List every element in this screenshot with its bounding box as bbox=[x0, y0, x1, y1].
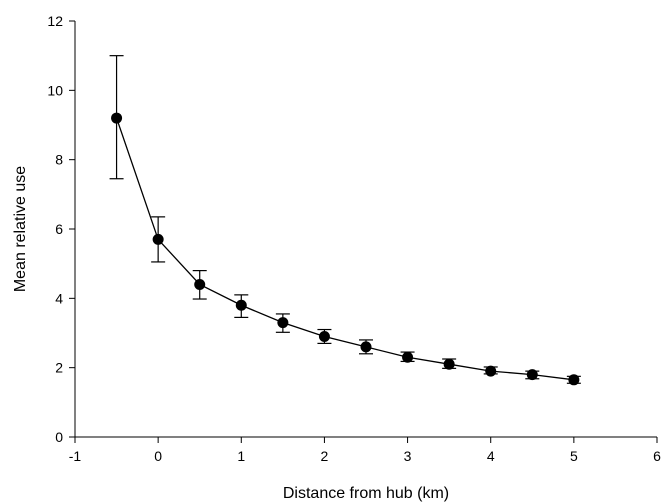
axes bbox=[74, 21, 657, 438]
data-point bbox=[111, 112, 123, 124]
data-point bbox=[485, 365, 497, 377]
y-tick-label: 10 bbox=[47, 82, 63, 98]
data-point bbox=[318, 330, 330, 342]
x-tick-label: 5 bbox=[570, 448, 578, 464]
x-tick-label: 1 bbox=[237, 448, 245, 464]
x-tick-label: -1 bbox=[69, 448, 82, 464]
x-tick-label: 6 bbox=[653, 448, 661, 464]
y-tick-label: 0 bbox=[55, 429, 63, 445]
y-tick-label: 12 bbox=[47, 13, 63, 29]
data-point bbox=[194, 278, 206, 290]
x-ticks: -1 0 1 2 3 4 5 6 bbox=[69, 437, 661, 464]
series-line bbox=[115, 117, 574, 381]
series-layer bbox=[109, 55, 581, 386]
x-tick-label: 2 bbox=[321, 448, 329, 464]
data-point bbox=[360, 341, 372, 353]
data-point bbox=[526, 369, 538, 381]
y-tick-label: 2 bbox=[55, 360, 63, 376]
data-point bbox=[235, 299, 247, 311]
data-point bbox=[402, 351, 414, 363]
data-point bbox=[568, 374, 580, 386]
x-tick-label: 4 bbox=[487, 448, 495, 464]
y-tick-label: 6 bbox=[55, 221, 63, 237]
data-point bbox=[152, 233, 164, 245]
data-point bbox=[443, 358, 455, 370]
x-tick-label: 3 bbox=[404, 448, 412, 464]
x-axis-title: Distance from hub (km) bbox=[283, 485, 449, 502]
y-tick-label: 4 bbox=[55, 290, 63, 306]
data-point bbox=[277, 317, 289, 329]
x-tick-label: 0 bbox=[154, 448, 162, 464]
y-tick-label: 8 bbox=[55, 152, 63, 168]
y-axis-title: Mean relative use bbox=[12, 166, 29, 292]
y-ticks: 0 2 4 6 8 10 12 bbox=[47, 13, 75, 445]
